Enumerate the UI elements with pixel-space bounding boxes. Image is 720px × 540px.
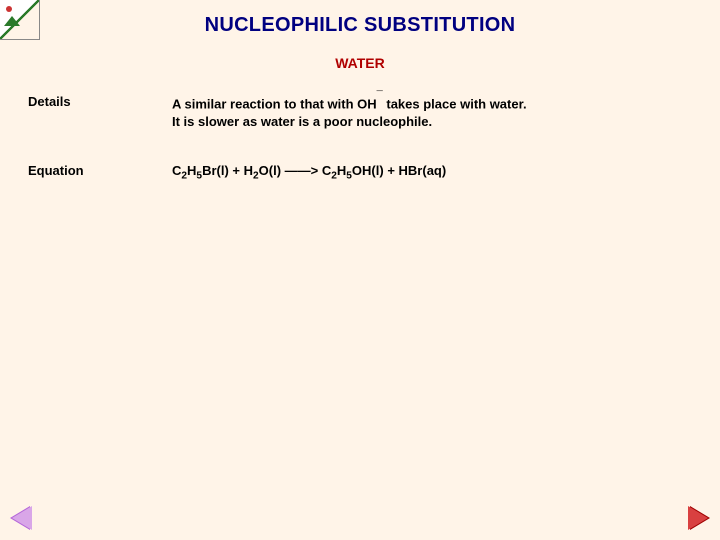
page-title: NUCLEOPHILIC SUBSTITUTION (0, 0, 720, 37)
details-body: A similar reaction to that with OH¯ take… (172, 93, 692, 130)
eq-arrow: ——> (281, 163, 322, 178)
logo-corner (0, 0, 40, 40)
eq-r1-h: H (187, 163, 196, 178)
details-line1-sup: ¯ (377, 90, 383, 102)
eq-r1-tail: Br(l) (202, 163, 229, 178)
details-line2: It is slower as water is a poor nucleoph… (172, 114, 432, 129)
details-label: Details (28, 93, 172, 130)
eq-p2: HBr(aq) (399, 163, 447, 178)
eq-p1-c: C (322, 163, 331, 178)
prev-arrow-icon[interactable] (10, 506, 30, 530)
equation-label: Equation (28, 162, 172, 183)
eq-plus2: + (384, 163, 399, 178)
page-subtitle: WATER (0, 55, 720, 71)
next-arrow-icon[interactable] (690, 506, 710, 530)
eq-r2-tail: O(l) (259, 163, 281, 178)
eq-p1-tail: OH(l) (352, 163, 384, 178)
eq-plus1: + (229, 163, 244, 178)
eq-r2-h: H (244, 163, 253, 178)
eq-p1-h: H (337, 163, 346, 178)
content-area: Details A similar reaction to that with … (0, 93, 720, 184)
details-row: Details A similar reaction to that with … (28, 93, 692, 130)
details-line1-post: takes place with water. (383, 96, 527, 111)
eq-r1-c: C (172, 163, 181, 178)
equation-body: C2H5Br(l) + H2O(l) ——> C2H5OH(l) + HBr(a… (172, 162, 692, 183)
details-line1-pre: A similar reaction to that with OH (172, 96, 377, 111)
equation-row: Equation C2H5Br(l) + H2O(l) ——> C2H5OH(l… (28, 162, 692, 183)
